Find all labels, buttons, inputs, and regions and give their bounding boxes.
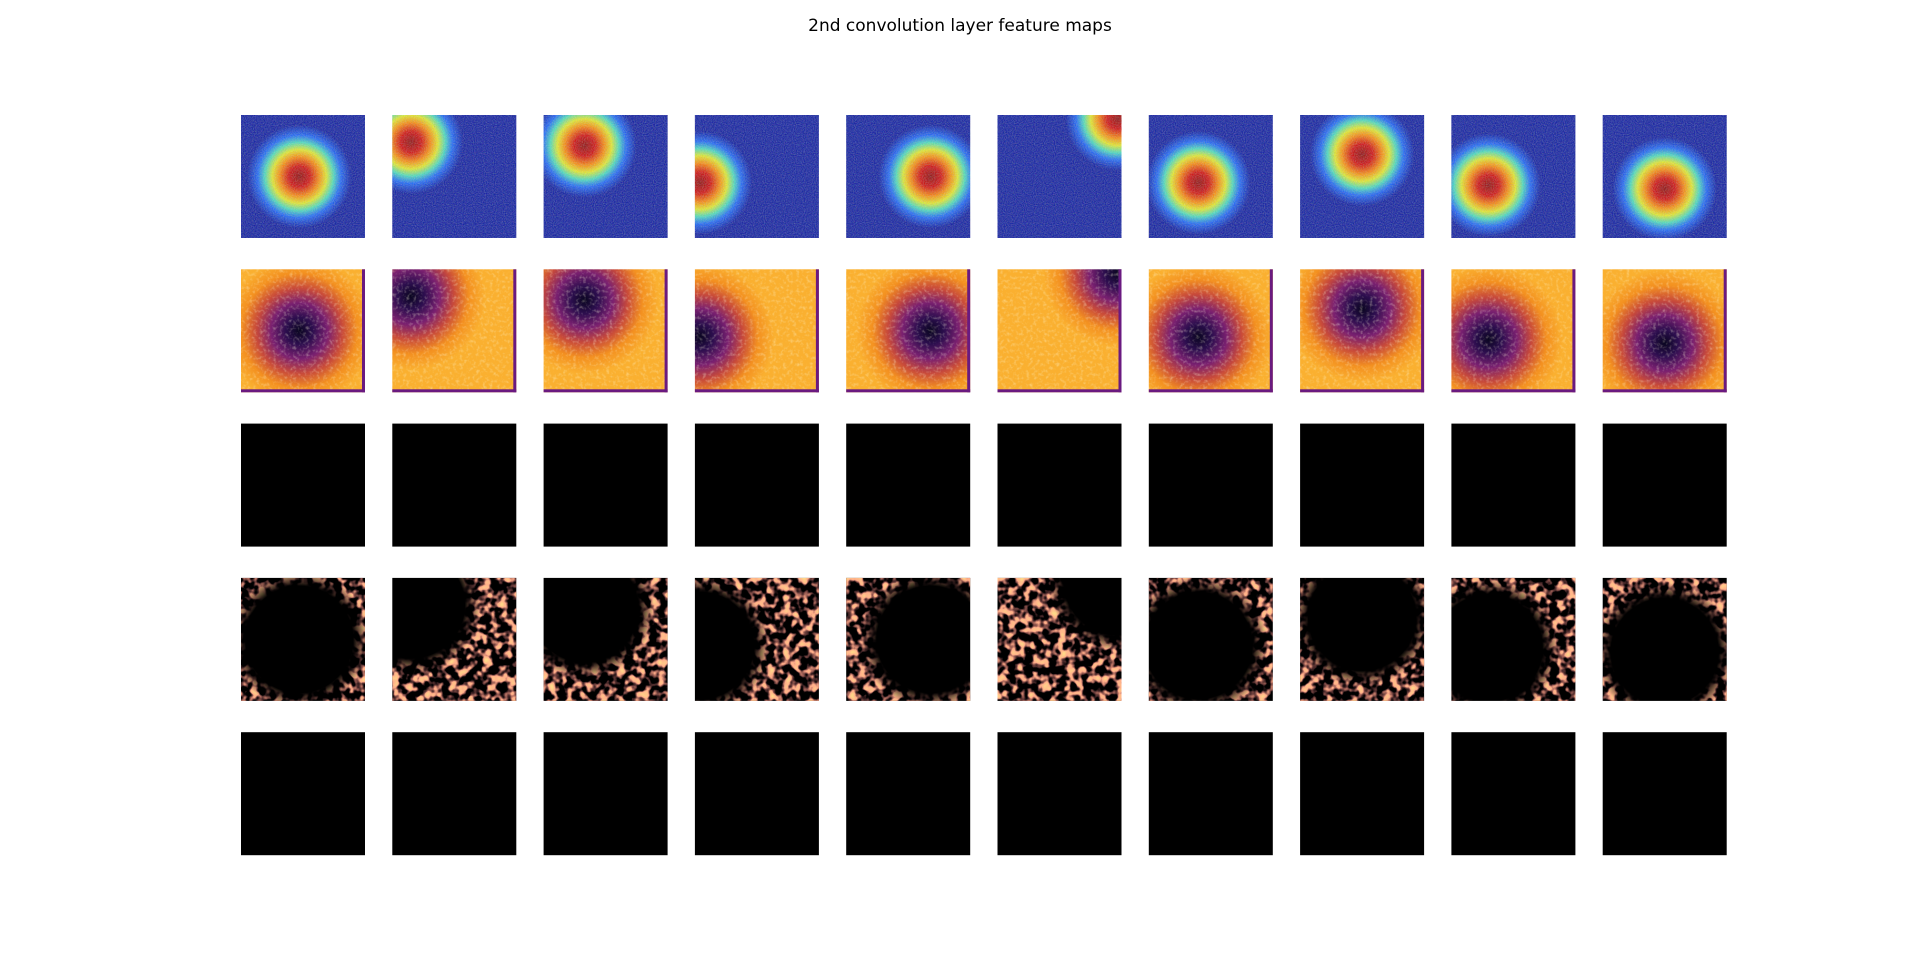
activation-speckle — [1602, 577, 1727, 701]
edge — [513, 269, 517, 393]
edge — [1572, 269, 1576, 393]
edge — [1451, 389, 1576, 393]
noise-overlay — [1300, 269, 1425, 393]
feature-map — [543, 732, 668, 856]
edge — [967, 269, 971, 393]
edge — [241, 389, 365, 393]
feature-map — [1602, 423, 1727, 547]
activation-speckle — [241, 577, 365, 701]
noise-overlay — [392, 115, 517, 238]
feature-map — [846, 423, 971, 547]
activation-speckle — [694, 577, 819, 701]
feature-map — [1148, 732, 1273, 856]
activation-speckle — [997, 577, 1122, 701]
feature-map — [1451, 423, 1576, 547]
edge — [1723, 269, 1727, 393]
edge — [664, 269, 668, 393]
noise-overlay — [846, 115, 971, 238]
noise-overlay — [694, 115, 819, 238]
noise-overlay — [997, 115, 1122, 238]
edge — [362, 269, 365, 393]
noise-overlay — [1602, 115, 1727, 238]
feature-map — [1148, 423, 1273, 547]
noise-overlay — [1148, 115, 1273, 238]
noise-overlay — [694, 269, 819, 393]
feature-map — [392, 423, 517, 547]
activation-speckle — [846, 577, 971, 701]
noise-overlay — [1602, 269, 1727, 393]
edge — [1602, 389, 1727, 393]
edge — [1421, 269, 1425, 393]
edge — [1148, 389, 1273, 393]
feature-map — [997, 423, 1122, 547]
edge — [543, 389, 668, 393]
noise-overlay — [241, 269, 365, 393]
activation-speckle — [1300, 577, 1425, 701]
edge — [694, 389, 819, 393]
noise-overlay — [1148, 269, 1273, 393]
noise-overlay — [543, 115, 668, 238]
feature-map — [1300, 423, 1425, 547]
feature-map — [1300, 732, 1425, 856]
feature-map — [1602, 732, 1727, 856]
edge — [1118, 269, 1122, 393]
noise-overlay — [1300, 115, 1425, 238]
activation-speckle — [543, 577, 668, 701]
noise-overlay — [543, 269, 668, 393]
noise-overlay — [1451, 115, 1576, 238]
noise-overlay — [1451, 269, 1576, 393]
feature-map — [543, 423, 668, 547]
edge — [846, 389, 971, 393]
feature-map — [997, 732, 1122, 856]
feature-map — [694, 732, 819, 856]
noise-overlay — [392, 269, 517, 393]
feature-map — [846, 732, 971, 856]
feature-map — [1451, 732, 1576, 856]
feature-map — [241, 732, 365, 856]
activation-speckle — [1451, 577, 1576, 701]
activation-speckle — [1148, 577, 1273, 701]
edge — [815, 269, 819, 393]
feature-map — [694, 423, 819, 547]
edge — [392, 389, 517, 393]
activation-speckle — [392, 577, 517, 701]
edge — [1269, 269, 1273, 393]
noise-overlay — [846, 269, 971, 393]
figure-title: 2nd convolution layer feature maps — [808, 16, 1112, 36]
edge — [997, 389, 1122, 393]
feature-map — [392, 732, 517, 856]
noise-overlay — [997, 269, 1122, 393]
noise-overlay — [241, 115, 365, 238]
edge — [1300, 389, 1425, 393]
feature-map — [241, 423, 365, 547]
